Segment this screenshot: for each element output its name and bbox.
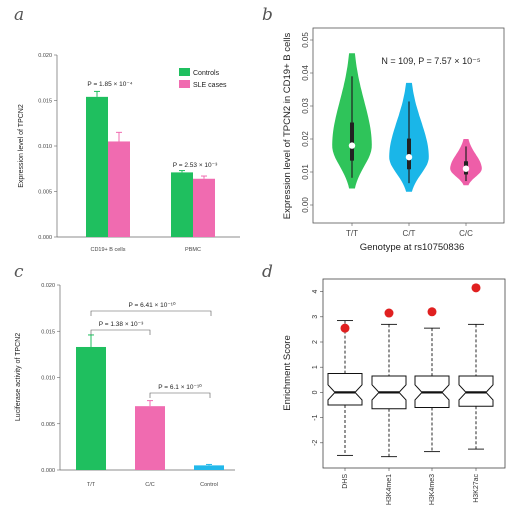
panel-c-ylabel: Luciferase activity of TPCN2 [15, 333, 22, 421]
panel-b-violin-iqr [407, 138, 411, 170]
legend-swatch-sle [179, 80, 190, 88]
panel-c-pvalue-1: P = 6.41 × 10⁻¹⁰ [128, 301, 176, 309]
panel-c-label: c [14, 262, 24, 282]
panel-a-bar [86, 96, 108, 237]
panel-d-highlight-point [384, 308, 394, 318]
panel-b-xlabel: Genotype at rs10750836 [360, 242, 465, 253]
panel-b-ytick-label: 0.01 [301, 164, 310, 180]
panel-b-xtick-label: C/T [403, 229, 416, 238]
panel-d-xtick-label: H3K27ac [473, 474, 480, 503]
panel-d-ytick-label: 0 [312, 390, 319, 394]
panel-a-ytick-label: 0.000 [38, 235, 52, 241]
panel-c-xtick-label: C/C [145, 482, 155, 488]
panel-c-bar [135, 406, 165, 470]
panel-c-ytick-label: 0.010 [41, 376, 55, 382]
panel-d-ytick-label: -1 [312, 414, 319, 420]
panel-b-chart: 0.00 0.01 0.02 0.03 0.04 0.05 T/T C/T C/C Expre… [282, 27, 505, 253]
panel-d-highlight-point [340, 323, 350, 333]
panel-a-pvalue-2: P = 2.53 × 10⁻³ [173, 162, 218, 169]
panel-c-bracket-1 [90, 310, 212, 316]
panel-d-highlight-point [427, 307, 437, 317]
panel-d-ytick-label: 3 [312, 315, 319, 319]
panel-c-bar [76, 346, 106, 470]
panel-d-chart: -2 -1 0 1 2 3 4 DHS H3K4me1 H3K4me3 H3K27ac Enric… [282, 278, 506, 505]
panel-b-label: b [262, 5, 273, 25]
panel-b-violin-median [405, 153, 413, 161]
legend-label-sle: SLE cases [193, 82, 227, 89]
panel-b-violin-median [348, 142, 356, 149]
panel-d-ytick-label: 4 [312, 290, 319, 294]
panel-b-ylabel: Expression level of TPCN2 in CD19+ B cel… [282, 33, 293, 220]
panel-d-highlight-point [471, 283, 481, 293]
panel-c-ytick-label: 0.005 [41, 422, 55, 428]
panel-d-ytick-label: 2 [312, 340, 319, 344]
panel-a-legend: Controls SLE cases [179, 68, 227, 89]
panel-b-ytick-label: 0.02 [301, 131, 310, 147]
panel-b-frame [312, 27, 505, 224]
panel-b-violin-median [462, 165, 470, 172]
panel-d-xtick-label: H3K4me3 [429, 474, 436, 505]
panel-b-xtick-label: T/T [346, 229, 358, 238]
panel-a-ylabel: Expression level of TPCN2 [18, 104, 25, 188]
panel-d-box [327, 373, 363, 406]
panel-a-bar [171, 172, 193, 237]
panel-d-label: d [262, 262, 273, 282]
panel-d-ytick-label: -2 [312, 440, 319, 446]
panel-c-ytick-label: 0.020 [41, 283, 55, 289]
panel-b-ytick-label: 0.05 [301, 32, 310, 48]
panel-d-xtick-label: H3K4me1 [386, 474, 393, 505]
panel-c-pvalue-3: P = 6.1 × 10⁻¹⁰ [158, 383, 202, 391]
panel-d-box [458, 375, 494, 407]
panel-d-frame [322, 278, 506, 469]
panel-d-xtick-label: DHS [342, 474, 349, 489]
panel-c-xtick-label: Control [200, 482, 218, 488]
panel-a-bar [193, 178, 215, 237]
panel-c-ytick-label: 0.015 [41, 329, 55, 335]
panel-a-xtick-label: CD19+ B cells [90, 247, 125, 253]
panel-c-xtick-label: T/T [87, 482, 96, 488]
panel-b-xtick-label: C/C [459, 229, 473, 238]
panel-c-bar [194, 465, 224, 470]
panel-b-ytick-label: 0.04 [301, 65, 310, 81]
panel-a-ytick-label: 0.010 [38, 144, 52, 150]
panel-c-pvalue-2: P = 1.38 × 10⁻³ [99, 321, 144, 328]
panel-b-ytick-label: 0.03 [301, 98, 310, 114]
panel-a-chart: 0.000 0.005 0.010 0.015 0.020 CD19+ B cells P… [18, 53, 240, 253]
panel-c-bracket-2 [90, 329, 151, 335]
legend-label-controls: Controls [193, 70, 220, 77]
legend-swatch-controls [179, 68, 190, 76]
panel-a-label: a [14, 5, 24, 25]
panel-a-pvalue-1: P = 1.85 × 10⁻⁴ [87, 81, 132, 88]
panel-b-annotation: N = 109, P = 7.57 × 10⁻⁵ [381, 56, 480, 66]
panel-a-ytick-label: 0.020 [38, 53, 52, 59]
panel-c-ytick-label: 0.000 [41, 468, 55, 474]
panel-a-bar [108, 141, 130, 237]
panel-c-bracket-3 [149, 392, 211, 398]
panel-a-ytick-label: 0.015 [38, 99, 52, 105]
panel-a-ytick-label: 0.005 [38, 190, 52, 196]
panel-b-violin-iqr [350, 122, 354, 161]
panel-a-xtick-label: PBMC [185, 247, 201, 253]
panel-d-ylabel: Enrichment Score [282, 335, 293, 411]
panel-b-ytick-label: 0.00 [301, 197, 310, 213]
panel-d-ytick-label: 1 [312, 365, 319, 369]
